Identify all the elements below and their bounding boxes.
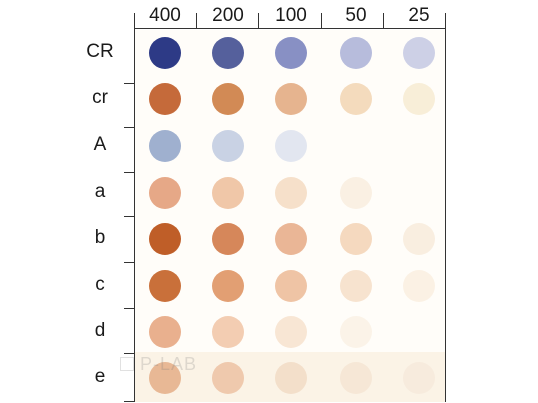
top-tick	[383, 13, 384, 29]
column-label: 200	[212, 5, 244, 26]
blot-dot	[212, 37, 244, 69]
blot-dot	[212, 362, 244, 394]
left-tick	[124, 401, 135, 402]
blot-dot	[149, 316, 181, 348]
blot-dot	[403, 270, 435, 302]
left-tick	[124, 353, 135, 354]
blot-dot	[340, 270, 372, 302]
blot-dot	[149, 130, 181, 162]
blot-dot	[212, 316, 244, 348]
blot-dot	[275, 362, 307, 394]
blot-dot	[403, 83, 435, 115]
blot-dot	[275, 316, 307, 348]
column-label: 25	[408, 5, 430, 26]
blot-dot	[149, 223, 181, 255]
top-tick	[445, 13, 446, 29]
right-axis-line	[445, 28, 446, 402]
watermark-logo-icon	[120, 357, 134, 371]
blot-dot	[212, 223, 244, 255]
blot-dot	[275, 130, 307, 162]
blot-dot	[275, 83, 307, 115]
row-label: a	[94, 181, 106, 202]
left-tick	[124, 262, 135, 263]
blot-dot	[340, 316, 372, 348]
row-label: c	[95, 274, 105, 295]
blot-dot	[275, 177, 307, 209]
blot-dot	[340, 223, 372, 255]
blot-dot	[403, 37, 435, 69]
blot-dot	[275, 37, 307, 69]
top-tick	[134, 13, 135, 29]
left-tick	[124, 172, 135, 173]
watermark-text: P-LAB	[140, 354, 198, 374]
blot-dot	[340, 37, 372, 69]
blot-dot	[149, 270, 181, 302]
blot-dot	[212, 177, 244, 209]
left-tick	[124, 83, 135, 84]
blot-dot	[149, 37, 181, 69]
blot-dot	[340, 83, 372, 115]
left-tick	[124, 127, 135, 128]
blot-dot	[212, 130, 244, 162]
blot-dot	[149, 177, 181, 209]
blot-dot	[149, 362, 181, 394]
row-label: CR	[86, 41, 114, 62]
blot-dot	[149, 83, 181, 115]
blot-dot	[403, 362, 435, 394]
column-label: 400	[149, 5, 181, 26]
row-label: d	[94, 320, 106, 341]
top-tick	[321, 13, 322, 29]
blot-dot	[212, 83, 244, 115]
blot-dot	[275, 223, 307, 255]
watermark: P-LAB	[120, 353, 230, 379]
row-label: e	[94, 366, 106, 387]
row-label: A	[93, 134, 107, 155]
blot-dot	[340, 362, 372, 394]
blot-dot	[340, 177, 372, 209]
left-tick	[124, 308, 135, 309]
blot-dot	[275, 270, 307, 302]
top-tick	[258, 13, 259, 29]
top-axis-line	[134, 28, 446, 29]
row-label: b	[94, 227, 106, 248]
column-label: 100	[275, 5, 307, 26]
blot-dot	[403, 223, 435, 255]
top-tick	[196, 13, 197, 29]
column-label: 50	[345, 5, 367, 26]
left-axis-line	[134, 28, 135, 402]
blot-dot	[212, 270, 244, 302]
row-label: cr	[92, 87, 108, 108]
left-tick	[124, 216, 135, 217]
